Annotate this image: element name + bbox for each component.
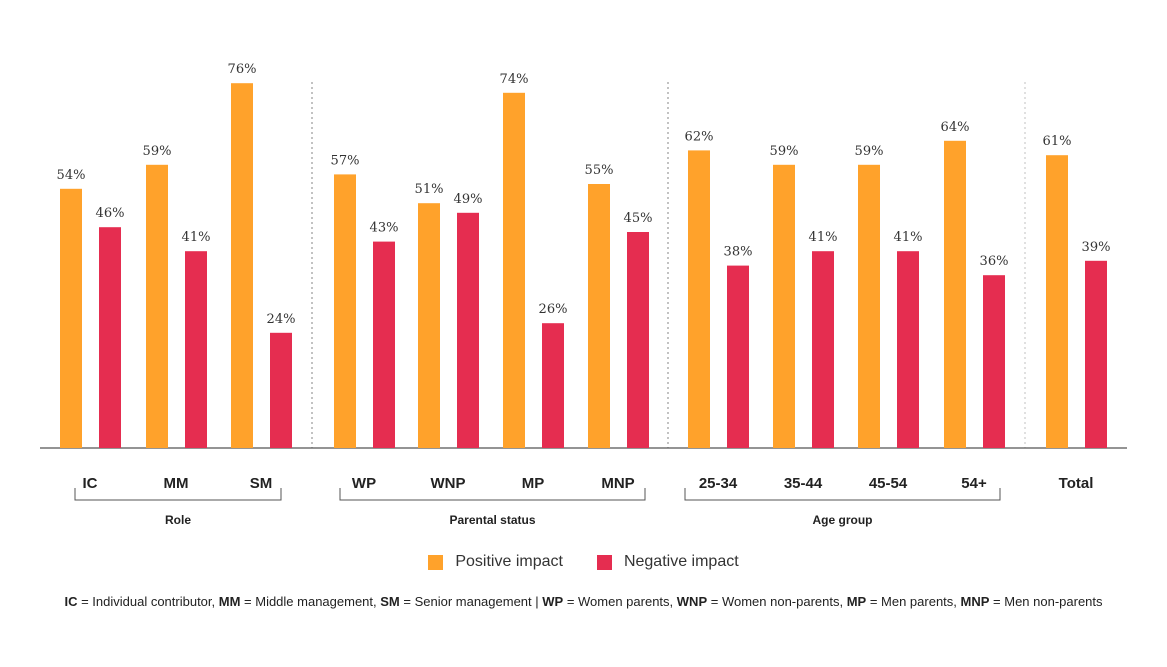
bar-positive — [146, 164, 168, 449]
bar-positive — [588, 184, 610, 448]
footnote-abbr: SM — [380, 594, 400, 609]
category-label: 25-34 — [699, 475, 738, 492]
bar-negative — [99, 227, 121, 448]
data-label-negative: 45% — [624, 211, 653, 226]
footnote-abbr: WNP — [676, 594, 708, 609]
bar-positive — [858, 164, 880, 449]
data-label-negative: 39% — [1082, 240, 1111, 255]
data-label-positive: 55% — [585, 163, 614, 178]
category-label: MP — [522, 475, 545, 492]
data-label-positive: 76% — [228, 62, 257, 77]
bar-negative — [373, 241, 395, 448]
data-label-negative: 49% — [454, 192, 483, 207]
data-label-positive: 59% — [855, 144, 884, 159]
data-label-positive: 54% — [57, 168, 86, 183]
legend: Positive impact Negative impact — [0, 553, 1167, 571]
legend-label-positive: Positive impact — [455, 553, 563, 570]
bar-positive — [944, 140, 966, 449]
bar-negative — [627, 232, 649, 448]
data-label-negative: 36% — [980, 254, 1009, 269]
footnote-text: = Men non-parents — [989, 594, 1103, 609]
data-label-negative: 41% — [182, 230, 211, 245]
footnote-abbr: MP — [846, 594, 867, 609]
data-label-positive: 74% — [500, 72, 529, 87]
category-label: MM — [164, 475, 189, 492]
data-label-positive: 57% — [331, 153, 360, 168]
bar-positive — [418, 203, 440, 448]
bar-negative — [727, 265, 749, 448]
bar-positive — [1046, 155, 1068, 448]
footnote-abbr: WP — [542, 594, 564, 609]
data-label-negative: 38% — [724, 245, 753, 260]
data-label-positive: 59% — [143, 144, 172, 159]
legend-item-positive: Positive impact — [428, 553, 563, 571]
bar-negative — [270, 332, 292, 448]
category-label: 45-54 — [869, 475, 908, 492]
data-label-negative: 43% — [370, 221, 399, 236]
category-label: WP — [352, 475, 376, 492]
legend-item-negative: Negative impact — [596, 553, 739, 571]
bar-positive — [231, 83, 253, 448]
data-label-negative: 41% — [809, 230, 838, 245]
data-label-positive: 62% — [685, 129, 714, 144]
group-bracket — [339, 488, 646, 501]
category-label: MNP — [601, 475, 634, 492]
bar-positive — [688, 150, 710, 448]
data-label-negative: 46% — [96, 206, 125, 221]
legend-swatch-negative — [596, 554, 612, 570]
bar-negative — [897, 251, 919, 448]
footnote-text: = Women parents, — [563, 594, 677, 609]
group-label: Parental status — [449, 513, 535, 527]
data-label-negative: 24% — [267, 312, 296, 327]
group-bracket — [684, 488, 1001, 501]
bar-positive — [773, 164, 795, 449]
footnote-text: = Senior management | — [399, 594, 543, 609]
data-label-negative: 41% — [894, 230, 923, 245]
abbreviation-footnote: IC = Individual contributor, MM = Middle… — [0, 594, 1167, 609]
data-label-positive: 61% — [1043, 134, 1072, 149]
grouped-bar-chart: 54% 46% IC 59% 41% MM 76% 24% SM 57% 43% WP 51% 49% WN… — [40, 62, 1127, 527]
data-label-positive: 51% — [415, 182, 444, 197]
bar-positive — [334, 174, 356, 448]
bar-positive — [60, 188, 82, 449]
footnote-abbr: MNP — [960, 594, 990, 609]
data-label-negative: 26% — [539, 302, 568, 317]
footnote-text: = Women non-parents, — [707, 594, 847, 609]
bar-negative — [457, 212, 479, 448]
bar-positive — [503, 92, 525, 449]
category-label: WNP — [431, 475, 466, 492]
category-label: SM — [250, 475, 273, 492]
group-bracket — [74, 488, 282, 501]
category-label: 35-44 — [784, 475, 823, 492]
category-label: 54+ — [961, 475, 987, 492]
footnote-abbr: MM — [218, 594, 241, 609]
footnote-text: = Men parents, — [866, 594, 961, 609]
data-label-positive: 59% — [770, 144, 799, 159]
bar-negative — [542, 323, 564, 448]
bar-negative — [185, 251, 207, 448]
data-label-positive: 64% — [941, 120, 970, 135]
bar-negative — [1085, 260, 1107, 448]
category-label: IC — [83, 475, 98, 492]
legend-label-negative: Negative impact — [623, 553, 739, 570]
footnote-abbr: IC — [64, 594, 78, 609]
bar-negative — [812, 251, 834, 448]
bar-negative — [983, 275, 1005, 448]
legend-swatch-positive — [428, 554, 444, 570]
footnote-text: = Individual contributor, — [77, 594, 219, 609]
group-label: Age group — [813, 513, 873, 527]
category-label: Total — [1059, 475, 1094, 492]
footnote-text: = Middle management, — [240, 594, 381, 609]
group-label: Role — [165, 513, 191, 527]
